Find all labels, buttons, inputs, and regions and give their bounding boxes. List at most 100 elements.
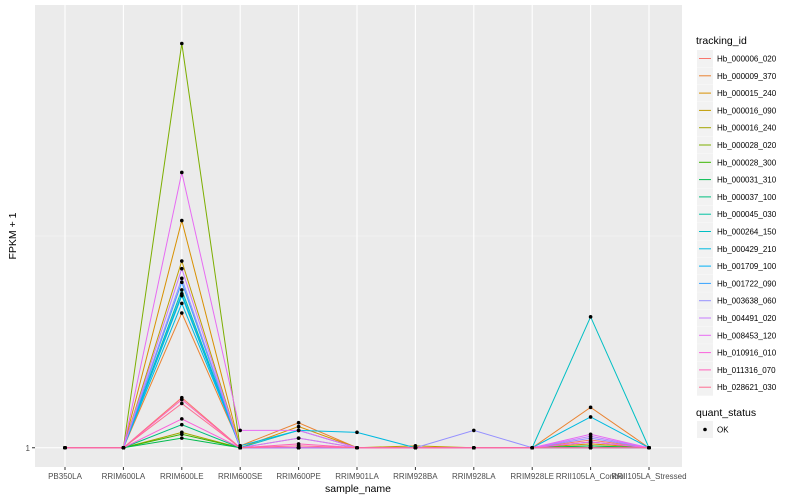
legend-item: Hb_001709_100 — [697, 257, 777, 275]
legend-item: Hb_000264_150 — [697, 223, 777, 240]
shape-legend-items: OK — [697, 421, 729, 438]
x-tick-label: RRII105LA_Control — [556, 472, 626, 481]
data-point-Hb_000016_090-2 — [180, 259, 184, 263]
legend-label: Hb_001709_100 — [717, 262, 777, 271]
data-point-Hb_001709_100-2 — [180, 291, 184, 296]
legend-label: Hb_000028_300 — [717, 158, 777, 167]
shape-legend-title: quant_status — [696, 407, 756, 419]
x-tick-label: RRIM600LA — [102, 472, 146, 481]
data-point-Hb_008453_120-3 — [238, 428, 242, 433]
data-point-Hb_028621_030-4 — [296, 444, 301, 448]
data-point-Hb_000429_210-9 — [588, 415, 593, 419]
data-point-Hb_004491_020-4 — [296, 436, 301, 440]
legend-label: Hb_000429_210 — [717, 245, 777, 254]
x-tick-label: RRIM901LA — [335, 472, 379, 481]
data-point-Hb_010916_010-9 — [588, 440, 593, 444]
legend-item: Hb_000429_210 — [697, 240, 777, 258]
data-point-Hb_000009_370-2 — [180, 311, 184, 315]
shape-legend-item: OK — [697, 421, 729, 438]
y-tick-label: 1 — [26, 444, 31, 453]
x-tick-label: RRIM928LE — [510, 472, 554, 481]
y-axis-title: FPKM + 1 — [7, 212, 19, 259]
legend-item: Hb_000015_240 — [697, 84, 777, 102]
major-gridlines — [35, 5, 682, 467]
legend-label: Hb_010916_010 — [717, 349, 777, 358]
legend-item: Hb_008453_120 — [697, 326, 777, 344]
shape-legend-point — [703, 427, 707, 432]
data-point-Hb_000009_370-9 — [588, 405, 593, 410]
data-point-Hb_028621_030-5 — [355, 445, 359, 450]
legend-label: Hb_000009_370 — [717, 72, 777, 81]
data-point-Hb_000015_240-2 — [180, 218, 184, 223]
legend-item: Hb_000009_370 — [697, 67, 777, 85]
data-point-Hb_004491_020-2 — [180, 266, 184, 271]
data-point-Hb_000031_310-2 — [180, 436, 184, 440]
data-point-Hb_000028_300-2 — [180, 432, 184, 437]
legend-item: Hb_000006_020 — [697, 50, 777, 67]
data-point-Hb_000009_370-4 — [296, 420, 301, 425]
legend-label: Hb_028621_030 — [717, 383, 777, 392]
x-tick-label: RRIM600SE — [218, 472, 262, 481]
data-point-Hb_028621_030-1 — [121, 445, 126, 450]
data-point-Hb_000037_100-2 — [180, 422, 184, 427]
x-tick-label: RRIM928LA — [452, 472, 496, 481]
data-point-Hb_028621_030-9 — [588, 445, 593, 450]
shape-legend-label: OK — [717, 426, 729, 435]
legend: tracking_id Hb_000006_020Hb_000009_370Hb… — [696, 35, 777, 438]
legend-items: Hb_000006_020 Hb_000009_370 Hb_000015_240 H… — [697, 50, 777, 396]
legend-label: Hb_011316_070 — [717, 366, 776, 375]
legend-label: Hb_000028_020 — [717, 141, 777, 150]
legend-label: Hb_000006_020 — [717, 55, 777, 64]
legend-label: Hb_000045_030 — [717, 210, 777, 219]
data-point-Hb_000015_240-4 — [296, 424, 301, 429]
legend-item: Hb_000028_020 — [697, 136, 777, 154]
data-point-Hb_028621_030-8 — [530, 445, 534, 450]
data-point-Hb_011316_070-2 — [180, 397, 184, 402]
x-tick-label: RRIM600LE — [160, 472, 204, 481]
data-point-Hb_003638_060-2 — [180, 276, 184, 281]
data-point-Hb_028621_030-2 — [180, 401, 184, 406]
data-point-Hb_000045_030-2 — [180, 288, 184, 292]
data-point-Hb_028621_030-6 — [413, 445, 418, 450]
data-point-Hb_000429_210-5 — [355, 430, 359, 435]
legend-label: Hb_000015_240 — [717, 89, 777, 98]
x-axis-title: sample_name — [325, 483, 391, 495]
data-point-Hb_008453_120-2 — [180, 170, 184, 175]
legend-label: Hb_000037_100 — [717, 193, 777, 202]
legend-item: Hb_028621_030 — [697, 378, 777, 396]
x-axis: PB350LA RRIM600LA RRIM600LE RRIM600SE RRIM60… — [48, 467, 687, 481]
legend-item: Hb_010916_010 — [697, 344, 777, 362]
legend-item: Hb_000016_240 — [697, 119, 777, 137]
x-tick-label: RRIM928BA — [393, 472, 438, 481]
legend-item: Hb_000016_090 — [697, 101, 777, 119]
data-point-Hb_028621_030-10 — [647, 445, 651, 450]
series-points — [63, 41, 651, 450]
legend-item: Hb_004491_020 — [697, 309, 777, 327]
legend-title: tracking_id — [696, 35, 747, 47]
legend-label: Hb_008453_120 — [717, 331, 777, 340]
legend-item: Hb_000045_030 — [697, 205, 777, 223]
x-tick-label: RRIM600PE — [276, 472, 320, 481]
data-point-Hb_008453_120-9 — [588, 432, 593, 437]
data-point-Hb_000429_210-2 — [180, 301, 184, 306]
data-point-Hb_008453_120-4 — [296, 428, 301, 433]
data-point-Hb_010916_010-2 — [180, 417, 184, 421]
legend-item: Hb_000031_310 — [697, 171, 777, 189]
data-point-Hb_003638_060-7 — [472, 428, 476, 433]
data-point-Hb_028621_030-7 — [472, 445, 476, 450]
x-tick-label: PB350LA — [48, 472, 82, 481]
legend-item: Hb_001722_090 — [697, 274, 777, 292]
legend-label: Hb_001722_090 — [717, 279, 777, 288]
legend-label: Hb_004491_020 — [717, 314, 777, 323]
legend-item: Hb_000037_100 — [697, 188, 777, 206]
legend-label: Hb_000016_090 — [717, 106, 777, 115]
data-point-Hb_000264_150-9 — [588, 315, 593, 319]
data-point-Hb_001722_090-2 — [180, 280, 184, 285]
legend-item: Hb_003638_060 — [697, 292, 777, 310]
legend-item: Hb_011316_070 — [697, 361, 776, 379]
legend-label: Hb_000016_240 — [717, 124, 777, 133]
y-axis: 1 — [26, 444, 35, 453]
legend-label: Hb_003638_060 — [717, 297, 777, 306]
legend-item: Hb_000028_300 — [697, 153, 777, 171]
